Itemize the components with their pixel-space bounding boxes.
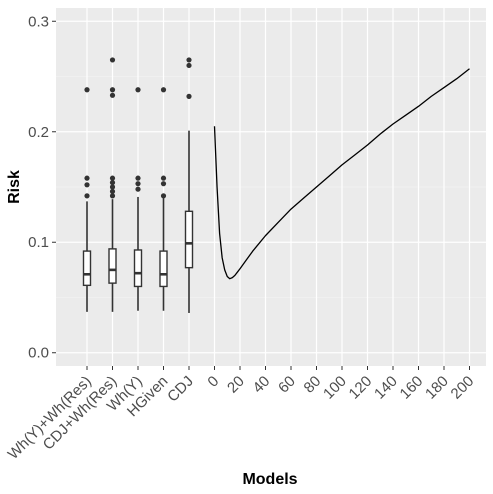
boxplot-outlier bbox=[109, 188, 116, 195]
x-tick-label: 160 bbox=[397, 373, 427, 403]
boxplot-outlier bbox=[160, 87, 167, 93]
x-tick-label: 20 bbox=[224, 373, 248, 397]
x-tick-label: 140 bbox=[371, 373, 401, 403]
boxplot-outlier bbox=[109, 57, 116, 63]
boxplot-outlier bbox=[135, 181, 141, 187]
boxplot-box bbox=[108, 248, 117, 284]
x-tick-label: 100 bbox=[320, 373, 350, 403]
boxplot-outlier bbox=[84, 182, 90, 188]
y-axis: 0.0 0.1 0.2 0.3 bbox=[28, 13, 56, 362]
boxplot-cdj bbox=[184, 57, 194, 313]
boxplot-outlier bbox=[109, 92, 116, 98]
y-tick-label: 0.2 bbox=[28, 124, 49, 141]
boxplot-layer bbox=[82, 57, 194, 313]
boxplot-outlier bbox=[135, 87, 141, 93]
boxplot-outlier bbox=[186, 62, 192, 69]
boxplot-outlier bbox=[186, 57, 192, 63]
x-axis-title: Models bbox=[242, 471, 297, 488]
y-tick-label: 0.3 bbox=[28, 13, 49, 30]
x-tick-label: 120 bbox=[346, 373, 376, 403]
x-tick-label: 40 bbox=[250, 373, 274, 397]
risk-line bbox=[213, 68, 470, 280]
y-axis-title: Risk bbox=[6, 170, 23, 204]
boxplot-outlier bbox=[135, 186, 141, 192]
boxplot-outlier bbox=[109, 87, 116, 93]
boxplot-wh-y-wh-res bbox=[82, 87, 92, 312]
boxplot-box bbox=[82, 250, 92, 287]
line-layer bbox=[213, 68, 470, 280]
boxplot-wh-y bbox=[133, 87, 143, 311]
boxplot-box bbox=[133, 249, 143, 288]
boxplot-hgiven bbox=[159, 87, 168, 311]
boxplot-outlier bbox=[160, 181, 167, 187]
y-tick-label: 0.1 bbox=[28, 234, 49, 251]
x-tick-label: 180 bbox=[422, 373, 452, 403]
boxplot-outlier bbox=[84, 175, 90, 181]
x-tick-label: 200 bbox=[448, 373, 478, 403]
boxplot-cdj-wh-res bbox=[108, 57, 117, 312]
y-tick-label: 0.0 bbox=[28, 345, 49, 362]
boxplot-outlier bbox=[109, 184, 116, 190]
boxplot-outlier bbox=[109, 179, 116, 186]
boxplot-outlier bbox=[160, 175, 167, 181]
boxplot-outlier bbox=[135, 175, 141, 181]
x-tick-label: 0 bbox=[204, 373, 222, 391]
boxplot-outlier bbox=[109, 193, 116, 199]
boxplot-outlier bbox=[186, 93, 192, 99]
boxplot-outlier bbox=[84, 193, 90, 199]
boxplot-outlier bbox=[84, 87, 90, 93]
boxplot-outlier bbox=[109, 175, 116, 181]
x-tick-label: 60 bbox=[275, 373, 299, 397]
x-tick-label: 80 bbox=[301, 373, 325, 397]
boxplot-box bbox=[159, 250, 168, 288]
x-tick-label: CDJ bbox=[164, 373, 197, 406]
boxplot-box bbox=[184, 210, 194, 269]
boxplot-outlier bbox=[160, 193, 167, 199]
